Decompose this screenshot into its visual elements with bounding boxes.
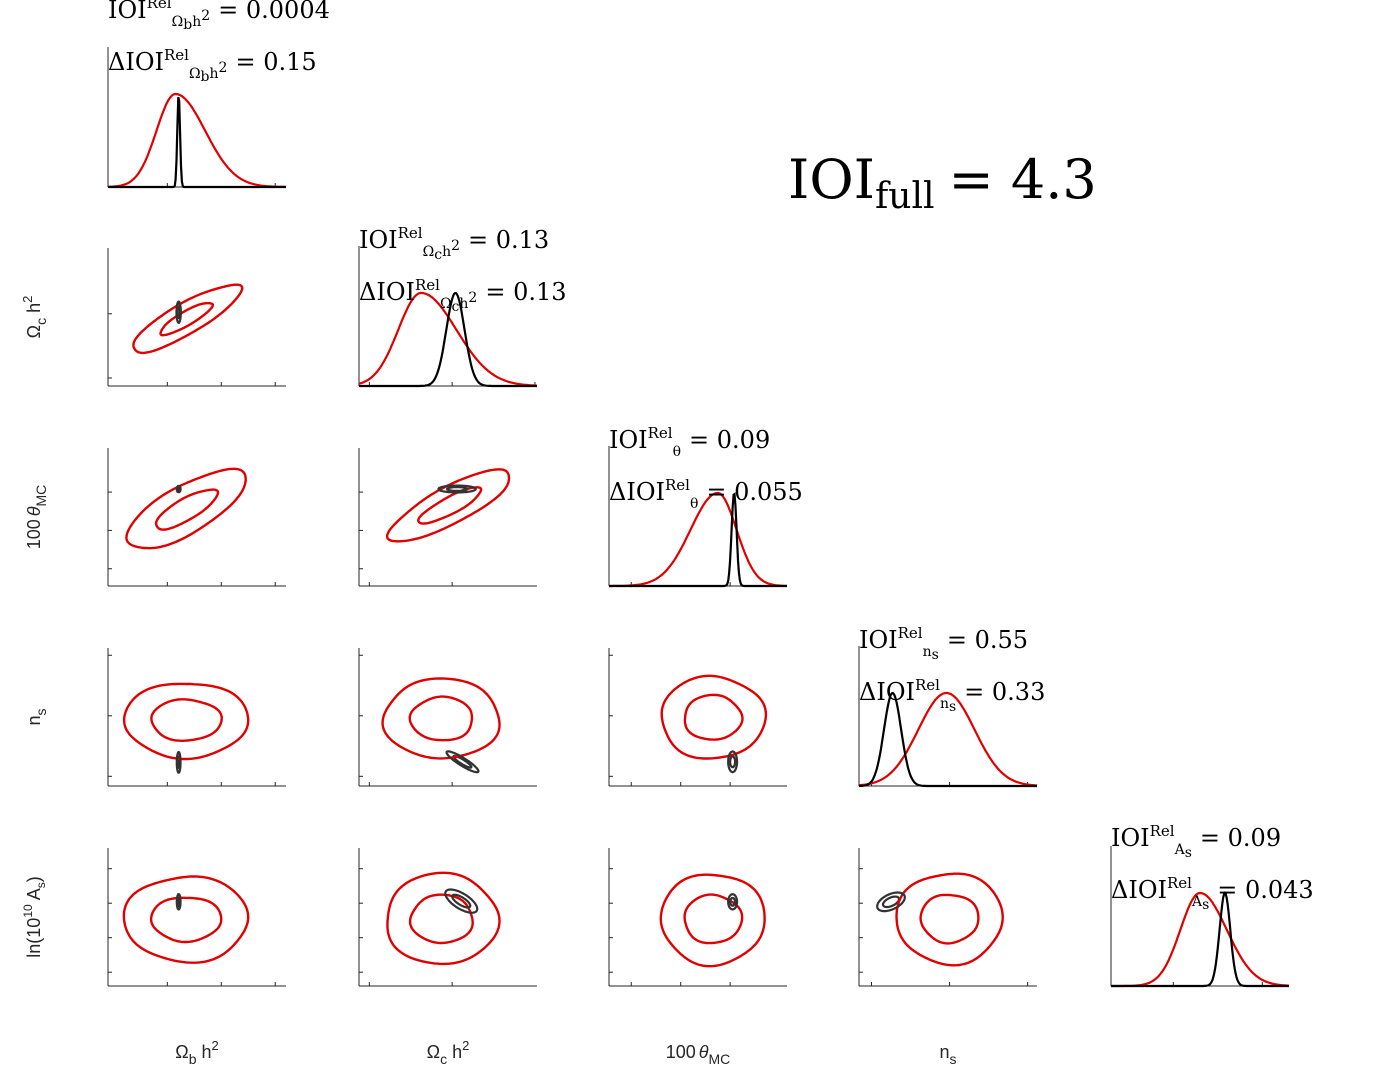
wide-contour-68: [408, 893, 474, 945]
joint-panel-theta-ns: [608, 648, 787, 787]
narrow-contour-95: [444, 888, 479, 914]
joint-panel-omch2-ns: [358, 648, 537, 787]
narrow-contour-95: [445, 750, 480, 774]
y-axis-label-logA: ln(1010 As): [21, 876, 48, 957]
marginal-panel-ombh2: [107, 47, 286, 189]
ioi-rel-label-omch2: IOIRelΩch2 = 0.13: [359, 224, 549, 263]
y-axis-label-ns: ns: [24, 708, 49, 725]
joint-panel-ombh2-theta: [107, 448, 286, 587]
wide-contour-68: [683, 693, 744, 741]
narrow-posterior-curve: [108, 96, 286, 189]
joint-panel-ombh2-omch2: [107, 248, 286, 387]
x-axis-label-theta: 100 θMC: [666, 1042, 731, 1067]
wide-posterior-curve: [108, 92, 286, 188]
narrow-contour-95: [175, 300, 182, 324]
x-axis-label-omch2: Ωc h2: [427, 1038, 470, 1067]
panels: IOIRelΩbh2 = 0.0004 ΔIOIRelΩbh2 = 0.15 IOIRe…: [20, 0, 1314, 1067]
ioi-rel-label-ombh2: IOIRelΩbh2 = 0.0004: [108, 0, 330, 33]
narrow-contour-95: [175, 751, 182, 774]
x-axis-label-ns: ns: [939, 1042, 956, 1067]
narrow-posterior-curve: [359, 291, 537, 388]
delta-ioi-rel-label-ombh2: ΔIOIRelΩbh2 = 0.15: [108, 46, 317, 85]
ioi-full-annotation: IOIfull = 4.3: [788, 148, 1097, 217]
wide-contour-68: [154, 488, 220, 531]
wide-contour-95: [132, 283, 244, 355]
joint-panel-ns-logA: [858, 848, 1037, 987]
joint-panel-omch2-theta: [358, 448, 537, 587]
wide-contour-95: [125, 467, 247, 550]
narrow-contour-95: [175, 893, 182, 911]
narrow-contour-95: [437, 484, 477, 494]
narrow-contour-68: [881, 895, 901, 909]
delta-ioi-rel-label-omch2: ΔIOIRelΩch2 = 0.13: [359, 276, 567, 315]
marginal-panel-theta: [608, 446, 787, 588]
narrow-contour-95: [727, 750, 739, 774]
joint-panel-ombh2-logA: [107, 848, 286, 987]
marginal-panel-logA: [1110, 846, 1289, 988]
wide-contour-68: [683, 893, 744, 945]
narrow-contour-68: [729, 755, 737, 769]
wide-contour-68: [149, 896, 223, 944]
wide-contour-95: [381, 677, 501, 760]
narrow-contour-68: [450, 893, 472, 909]
marginal-panel-ns: [858, 646, 1038, 788]
wide-contour-68: [150, 698, 223, 742]
delta-ioi-rel-label-logA: ΔIOIRelAs= 0.043: [1111, 874, 1314, 913]
delta-ioi-rel-label-ns: ΔIOIRelns= 0.33: [859, 676, 1045, 715]
wide-contour-95: [385, 468, 511, 543]
narrow-contour-95: [175, 484, 182, 494]
y-axis-label-omch2: Ωc h2: [20, 296, 49, 339]
narrow-posterior-curve: [1111, 891, 1289, 988]
narrow-contour-68: [176, 305, 181, 320]
x-axis-label-ombh2: Ωb h2: [175, 1038, 219, 1067]
ioi-rel-label-ns: IOIRelns= 0.55: [859, 624, 1028, 663]
wide-contour-68: [408, 695, 474, 742]
ioi-rel-label-logA: IOIRelAs= 0.09: [1111, 822, 1281, 861]
y-axis-label-theta: 100θMC: [24, 485, 49, 550]
wide-contour-68: [159, 302, 214, 337]
narrow-posterior-curve: [858, 691, 1037, 788]
wide-contour-68: [919, 893, 980, 945]
wide-contour-95: [659, 873, 766, 968]
joint-panel-omch2-logA: [358, 848, 537, 987]
narrow-contour-68: [446, 486, 469, 492]
wide-contour-95: [122, 682, 250, 761]
joint-panel-theta-logA: [608, 848, 787, 987]
wide-contour-95: [895, 872, 1004, 967]
ioi-rel-label-theta: IOIRelθ = 0.09: [609, 424, 770, 460]
marginal-panel-omch2: [358, 246, 537, 388]
wide-contour-95: [660, 674, 768, 760]
delta-ioi-rel-label-theta: ΔIOIRelθ = 0.055: [609, 476, 803, 512]
wide-posterior-curve: [609, 491, 787, 588]
joint-panel-ombh2-ns: [107, 648, 286, 787]
wide-posterior-curve: [858, 691, 1038, 787]
narrow-contour-95: [727, 893, 739, 911]
wide-contour-95: [122, 875, 250, 964]
wide-contour-95: [386, 871, 501, 966]
narrow-contour-95: [876, 891, 906, 913]
narrow-contour-68: [729, 896, 737, 907]
narrow-posterior-curve: [609, 492, 787, 588]
